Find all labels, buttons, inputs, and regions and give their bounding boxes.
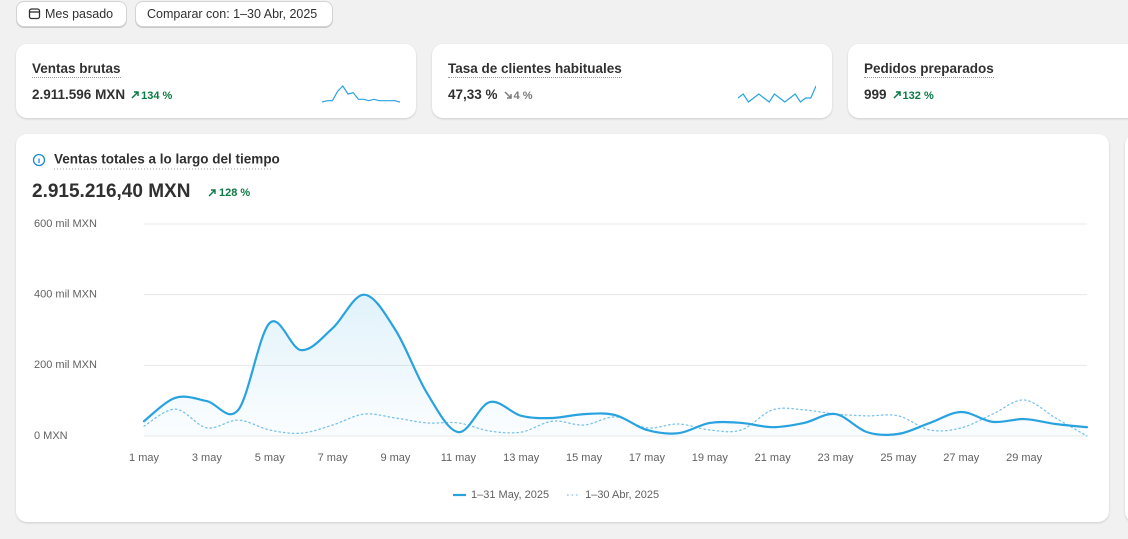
kpi-card[interactable]: Pedidos preparados 999 132 % xyxy=(848,44,1128,118)
y-tick-label: 400 mil MXN xyxy=(34,289,97,301)
calendar-icon xyxy=(28,8,41,20)
kpi-change-text: 4 % xyxy=(513,90,533,102)
period-label: Mes pasado xyxy=(45,7,114,21)
legend-label: 1–31 May, 2025 xyxy=(471,489,549,501)
kpi-card[interactable]: Tasa de clientes habituales 47,33 % 4 % xyxy=(432,44,832,118)
kpi-value: 2.911.596 MXN xyxy=(32,87,126,102)
x-tick-label: 23 may xyxy=(817,452,854,464)
kpi-card[interactable]: Ventas brutas 2.911.596 MXN 134 % xyxy=(16,44,416,118)
x-tick-label: 7 may xyxy=(318,452,348,464)
x-tick-label: 1 may xyxy=(129,452,159,464)
kpi-title: Tasa de clientes habituales xyxy=(448,61,622,78)
series-area xyxy=(144,294,1087,436)
x-tick-label: 5 may xyxy=(255,452,285,464)
x-tick-label: 21 may xyxy=(755,452,792,464)
kpi-title: Pedidos preparados xyxy=(864,61,994,78)
kpi-value-row: 999 132 % xyxy=(864,87,934,102)
kpi-change: 132 % xyxy=(893,90,934,102)
sparkline xyxy=(738,85,816,103)
chart-change: 128 % xyxy=(219,187,250,199)
change-arrow xyxy=(208,189,216,197)
x-tick-label: 11 may xyxy=(441,452,477,464)
x-tick-label: 19 may xyxy=(692,452,729,464)
chart-card: Ventas totales a lo largo del tiempo 2.9… xyxy=(16,134,1109,522)
kpi-change-text: 132 % xyxy=(902,90,934,102)
trend-arrow xyxy=(131,91,139,99)
sparkline-line xyxy=(322,85,400,103)
x-tick-label: 27 may xyxy=(943,452,980,464)
sparkline xyxy=(322,85,400,103)
x-tick-label: 3 may xyxy=(192,452,222,464)
kpi-value-row: 2.911.596 MXN 134 % xyxy=(32,87,172,102)
x-tick-label: 13 may xyxy=(503,452,540,464)
legend-label: 1–30 Abr, 2025 xyxy=(585,489,659,501)
kpi-value: 999 xyxy=(864,87,887,102)
x-tick-label: 9 may xyxy=(380,452,410,464)
series-line xyxy=(142,293,1089,436)
trend-arrow xyxy=(504,91,512,99)
chart-total: 2.915.216,40 MXN xyxy=(32,181,190,202)
chart: Ventas totales a lo largo del tiempo 2.9… xyxy=(32,152,1089,501)
kpi-value: 47,33 % xyxy=(448,87,498,102)
y-tick-label: 0 MXN xyxy=(34,430,68,442)
sparkline-line xyxy=(738,85,816,103)
kpi-title: Ventas brutas xyxy=(32,61,121,78)
kpi-value-row: 47,33 % 4 % xyxy=(448,87,533,102)
kpi-change: 134 % xyxy=(131,90,172,102)
x-tick-label: 17 may xyxy=(629,452,666,464)
compare-button[interactable]: Comparar con: 1–30 Abr, 2025 xyxy=(135,1,333,27)
info-icon xyxy=(32,153,46,167)
x-tick-label: 25 may xyxy=(880,452,917,464)
kpi-change-text: 134 % xyxy=(141,90,173,102)
y-tick-label: 200 mil MXN xyxy=(34,359,97,371)
next-card xyxy=(1125,134,1128,522)
trend-arrow xyxy=(893,91,901,99)
x-tick-label: 15 may xyxy=(566,452,603,464)
x-tick-label: 29 may xyxy=(1006,452,1043,464)
chart-title: Ventas totales a lo largo del tiempo xyxy=(54,152,280,167)
period-button[interactable]: Mes pasado xyxy=(16,1,127,27)
compare-label: Comparar con: 1–30 Abr, 2025 xyxy=(147,7,318,21)
y-tick-label: 600 mil MXN xyxy=(34,218,97,230)
kpi-change: 4 % xyxy=(504,90,533,102)
